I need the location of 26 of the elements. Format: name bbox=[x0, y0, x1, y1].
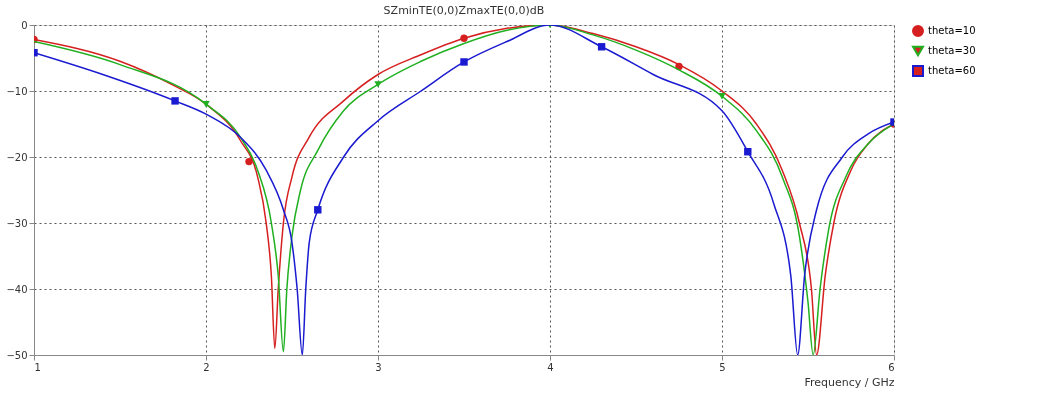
point bbox=[718, 93, 726, 100]
y-tick-label: −10 bbox=[6, 85, 28, 97]
point bbox=[460, 58, 468, 66]
point bbox=[744, 148, 752, 156]
x-tick-label: 2 bbox=[203, 361, 210, 373]
point bbox=[314, 206, 322, 214]
x-tick-label: 3 bbox=[375, 361, 382, 373]
legend-label: theta=10 bbox=[928, 25, 976, 36]
x-tick-label: 6 bbox=[888, 361, 895, 373]
point bbox=[245, 157, 253, 166]
legend-label: theta=30 bbox=[928, 45, 976, 56]
y-tick-label: 0 bbox=[21, 19, 28, 31]
x-tick-label: 5 bbox=[719, 361, 726, 373]
chart-title: SZminTE(0,0)ZmaxTE(0,0)dB bbox=[383, 4, 545, 17]
point bbox=[460, 34, 468, 42]
y-tick-label: −50 bbox=[6, 349, 28, 361]
point bbox=[202, 100, 210, 108]
legend-label: theta=60 bbox=[928, 65, 976, 76]
y-tick-label: −20 bbox=[6, 151, 28, 163]
point bbox=[171, 97, 179, 105]
y-tick-label: −40 bbox=[6, 283, 28, 295]
point bbox=[374, 81, 382, 88]
x-tick-label: 4 bbox=[547, 361, 554, 373]
x-axis-title: Frequency / GHz bbox=[804, 375, 895, 389]
x-tick-label: 1 bbox=[34, 361, 41, 373]
y-tick-label: −30 bbox=[6, 217, 28, 229]
